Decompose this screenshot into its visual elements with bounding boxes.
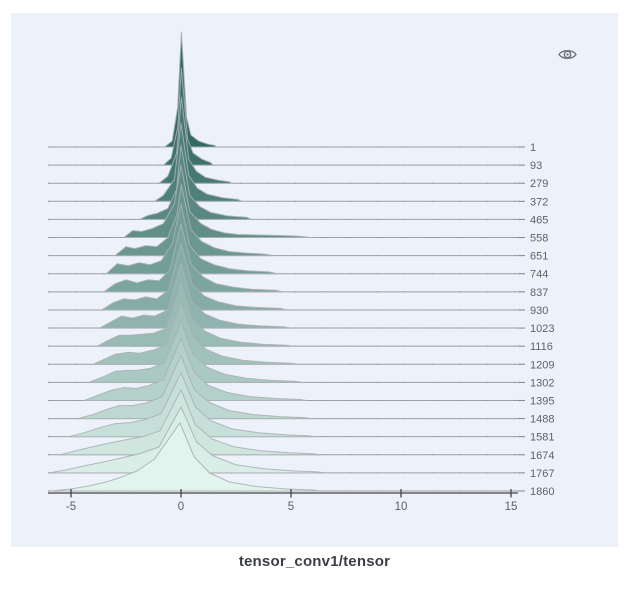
histogram-ridge-step-1302 [88,320,303,383]
histogram-ridge-step-744 [105,203,279,275]
histogram-ridge-step-930 [101,243,288,311]
step-label: 558 [530,233,548,245]
step-label: 1 [530,142,536,154]
x-tick-label: 0 [178,501,184,513]
x-tick-label: 10 [395,501,408,513]
step-label: 1209 [530,359,554,371]
step-label: 279 [530,178,548,190]
visibility-toggle-button[interactable] [555,44,579,64]
histogram-ridge-step-1395 [83,338,307,401]
step-label: 93 [530,160,542,172]
histogram-ridge-step-558 [123,165,312,238]
visibility-icon [557,47,577,62]
histogram-ridge-step-1581 [68,372,316,438]
histogram-ridge-step-1674 [59,389,321,456]
histogram-ridge-step-1209 [92,301,299,365]
step-label: 1860 [530,486,554,498]
step-label: 1488 [530,414,554,426]
step-label: 1395 [530,396,554,408]
step-label: 651 [530,251,548,263]
x-tick-label: 15 [505,501,518,513]
step-label: 372 [530,196,548,208]
histogram-ridge-step-837 [103,223,283,293]
step-label: 837 [530,287,548,299]
histogram-ridge-step-1116 [96,282,294,347]
step-label: 1023 [530,323,554,335]
histogram-ridge-step-1860 [50,422,323,492]
histogram-ridge-step-1 [164,31,217,148]
x-tick-label: 5 [288,501,294,513]
step-label: 1581 [530,432,554,444]
histogram-ridge-step-651 [114,184,274,257]
step-label: 1674 [530,450,554,462]
histogram-ridge-step-1023 [99,263,292,329]
step-label: 1767 [530,468,554,480]
histogram-chart[interactable]: 1 93 279 372 465 558 651 744 837 930 1023 1116 1209 1… [11,13,618,547]
x-tick-label: -5 [66,501,76,513]
step-label: 465 [530,214,548,226]
histogram-ridge-step-372 [154,122,242,202]
histogram-card: 1 93 279 372 465 558 651 744 837 930 1023 1116 1209 1… [11,13,618,547]
chart-title: tensor_conv1/tensor [238,553,391,570]
step-label: 1116 [530,341,553,353]
histogram-ridge-step-93 [162,67,214,166]
step-label: 1302 [530,377,554,389]
step-label: 744 [530,269,548,281]
step-label: 930 [530,305,548,317]
histogram-ridge-step-465 [138,144,252,220]
